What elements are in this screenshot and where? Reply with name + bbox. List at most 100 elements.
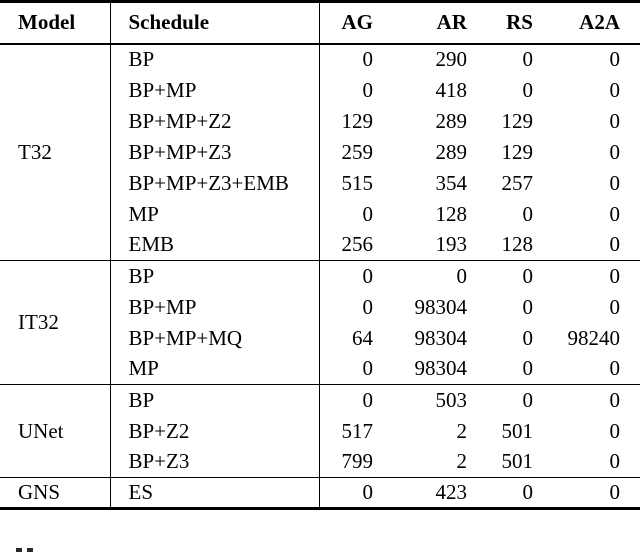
cell-rs: 0 bbox=[522, 201, 534, 226]
results-table: Model Schedule AG AR RS A2A T32 BP 0 290… bbox=[0, 0, 640, 510]
cell-rs: 128 bbox=[501, 232, 534, 257]
cell-a2a: 98240 bbox=[567, 325, 621, 350]
table-row: T32 BP 0 290 0 0 bbox=[0, 43, 640, 164]
table-row: IT32 BP 0 0 0 0 bbox=[0, 260, 640, 334]
section-gns: GNS ES 0 423 0 0 bbox=[0, 477, 640, 509]
cell-ag: 0 bbox=[318, 260, 378, 292]
column-header-ag: AG bbox=[318, 1, 378, 44]
cell-ag: 64 bbox=[318, 322, 378, 354]
cell-ag: 0 bbox=[318, 43, 378, 75]
cell-ar: 0 bbox=[456, 263, 468, 288]
cell-a2a: 0 bbox=[609, 47, 621, 71]
cell-rs: 0 bbox=[522, 263, 534, 288]
cell-ar: 289 bbox=[435, 108, 468, 133]
cell-a2a: 0 bbox=[609, 418, 621, 443]
cell-ar: 289 bbox=[435, 139, 468, 164]
cell-rs: 501 bbox=[501, 418, 534, 443]
cell-rs: 257 bbox=[501, 170, 534, 195]
table-row: BP+MP 0 418 0 0 bbox=[0, 74, 640, 106]
model-label-it32: IT32 bbox=[18, 310, 59, 334]
cell-rs: 129 bbox=[501, 108, 534, 133]
table-row: BP+MP+Z3+EMB 515 354 257 0 bbox=[0, 167, 640, 199]
cell-rs: 0 bbox=[522, 325, 534, 350]
cell-a2a: 0 bbox=[609, 449, 621, 474]
cell-schedule: BP+MP bbox=[109, 74, 319, 106]
model-label-unet: UNet bbox=[18, 418, 64, 443]
cell-schedule: BP bbox=[109, 260, 319, 292]
cell-a2a: 0 bbox=[609, 77, 621, 102]
cell-ar: 98304 bbox=[414, 356, 468, 381]
table-row: MP 0 98304 0 0 bbox=[0, 353, 640, 385]
cell-a2a: 0 bbox=[609, 294, 621, 319]
cell-rs: 0 bbox=[522, 480, 534, 504]
cell-schedule: EMB bbox=[109, 229, 319, 261]
cell-rs: 0 bbox=[522, 47, 534, 71]
cell-ag: 799 bbox=[318, 446, 378, 478]
cell-ar: 290 bbox=[435, 47, 468, 71]
cell-a2a: 0 bbox=[609, 108, 621, 133]
cell-ag: 0 bbox=[318, 198, 378, 230]
cell-schedule: BP+MP+MQ bbox=[109, 322, 319, 354]
cell-a2a: 0 bbox=[609, 480, 621, 504]
cell-schedule: ES bbox=[109, 477, 319, 509]
cell-schedule: BP+Z2 bbox=[109, 415, 319, 447]
table-row: EMB 256 193 128 0 bbox=[0, 229, 640, 261]
table-row: MP 0 128 0 0 bbox=[0, 198, 640, 230]
cell-schedule: MP bbox=[109, 198, 319, 230]
column-header-rs: RS bbox=[506, 10, 533, 35]
cell-a2a: 0 bbox=[609, 263, 621, 288]
column-header-schedule: Schedule bbox=[109, 1, 319, 44]
table-row: BP+Z3 799 2 501 0 bbox=[0, 446, 640, 478]
cell-ar: 2 bbox=[456, 418, 468, 443]
cell-ag: 0 bbox=[318, 353, 378, 385]
cell-ar: 98304 bbox=[414, 325, 468, 350]
cell-rs: 0 bbox=[522, 387, 534, 412]
cell-ar: 418 bbox=[435, 77, 468, 102]
table-row: GNS ES 0 423 0 0 bbox=[0, 477, 640, 509]
cell-ag: 0 bbox=[318, 384, 378, 416]
cell-schedule: BP bbox=[109, 384, 319, 416]
cell-schedule: BP+MP+Z2 bbox=[109, 105, 319, 137]
cell-a2a: 0 bbox=[609, 232, 621, 257]
cell-schedule: BP+Z3 bbox=[109, 446, 319, 478]
cell-ar: 423 bbox=[435, 480, 468, 504]
column-header-a2a: A2A bbox=[579, 10, 620, 35]
cell-ag: 0 bbox=[318, 291, 378, 323]
cell-schedule: BP bbox=[109, 43, 319, 75]
cell-rs: 0 bbox=[522, 294, 534, 319]
model-label-t32: T32 bbox=[18, 139, 52, 164]
cell-schedule: BP+MP bbox=[109, 291, 319, 323]
cell-a2a: 0 bbox=[609, 170, 621, 195]
cell-schedule: BP+MP+Z3 bbox=[109, 136, 319, 168]
table-row: BP+MP+Z3 259 289 129 0 bbox=[0, 136, 640, 168]
section-unet: UNet BP 0 503 0 0 BP+Z2 517 2 501 0 BP+Z… bbox=[0, 384, 640, 478]
section-it32: IT32 BP 0 0 0 0 BP+MP 0 98304 0 0 BP+MP+… bbox=[0, 260, 640, 385]
cell-rs: 0 bbox=[522, 356, 534, 381]
cropped-glyph-mark bbox=[16, 548, 22, 552]
cell-schedule: MP bbox=[109, 353, 319, 385]
column-header-ar: AR bbox=[436, 10, 467, 35]
cell-ag: 0 bbox=[318, 74, 378, 106]
section-t32: T32 BP 0 290 0 0 BP+MP 0 418 0 0 BP+MP+Z… bbox=[0, 43, 640, 261]
cell-ag: 0 bbox=[318, 477, 378, 509]
cell-rs: 501 bbox=[501, 449, 534, 474]
cell-a2a: 0 bbox=[609, 387, 621, 412]
cell-ar: 98304 bbox=[414, 294, 468, 319]
cell-rs: 129 bbox=[501, 139, 534, 164]
cell-schedule: BP+MP+Z3+EMB bbox=[109, 167, 319, 199]
cell-a2a: 0 bbox=[609, 356, 621, 381]
table-row: BP+MP+Z2 129 289 129 0 bbox=[0, 105, 640, 137]
model-label-gns: GNS bbox=[18, 480, 61, 504]
table-row: UNet BP 0 503 0 0 bbox=[0, 384, 640, 443]
cell-a2a: 0 bbox=[609, 139, 621, 164]
header-row: Model Schedule AG AR RS A2A bbox=[0, 1, 640, 44]
column-header-model: Model bbox=[18, 10, 76, 35]
table-row: BP+Z2 517 2 501 0 bbox=[0, 415, 640, 447]
cell-ar: 2 bbox=[456, 449, 468, 474]
cropped-caption-fragment bbox=[0, 547, 100, 552]
cell-rs: 0 bbox=[522, 77, 534, 102]
cell-ar: 128 bbox=[435, 201, 468, 226]
cell-ar: 354 bbox=[435, 170, 468, 195]
table-row: BP+MP+MQ 64 98304 0 98240 bbox=[0, 322, 640, 354]
